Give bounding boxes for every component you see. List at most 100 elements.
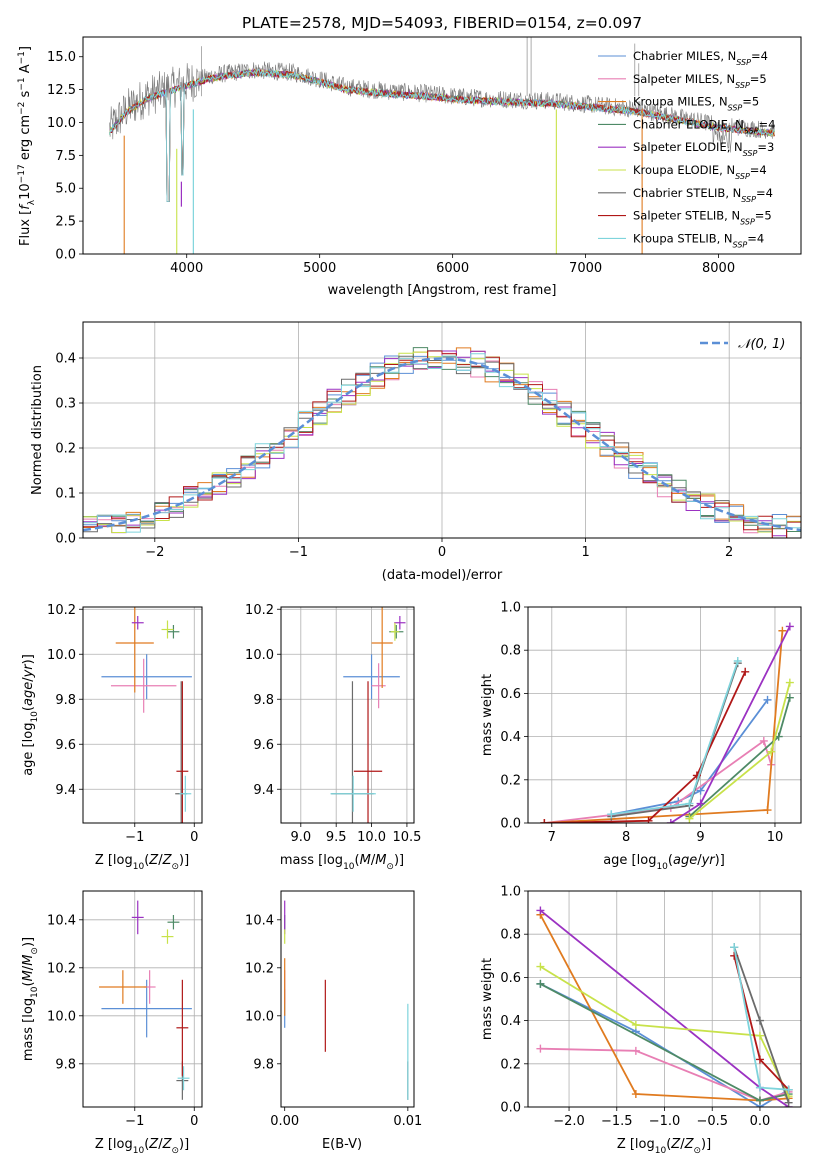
mass-weight-line <box>540 1047 789 1102</box>
y-tick-label: 0.3 <box>55 397 76 412</box>
x-tick-label: 10.0 <box>357 830 386 845</box>
mass-weight-line <box>611 660 739 816</box>
y-axis-label: mass weight <box>480 674 495 756</box>
axes-weight-vs-Z: −2.0 −1.5 −1.0 −0.5 0.0 0.0 0.2 0.4 0.6 0.8 1.0 mas… <box>480 885 802 1156</box>
y-tick-label: 9.6 <box>253 738 274 753</box>
x-tick-label: −1.5 <box>601 1114 633 1129</box>
x-tick-label: 0 <box>438 545 446 560</box>
x-axis-label: Z [log10(Z/Z⊙)] <box>95 1137 189 1156</box>
x-tick-label: −1 <box>125 1114 144 1129</box>
mass-weight-marker <box>767 747 776 756</box>
mass-weight-marker <box>644 816 653 823</box>
x-tick-label: 2 <box>725 545 733 560</box>
axes-frame <box>527 606 802 824</box>
y-tick-label: 0.1 <box>55 487 76 502</box>
y-tick-label: 10.4 <box>245 913 274 928</box>
mass-weight-marker <box>759 736 768 745</box>
y-tick-label: 9.6 <box>55 738 76 753</box>
mass-weight-marker <box>536 979 545 988</box>
age-vs-Z-plot-area <box>101 607 192 823</box>
y-tick-label: 0.2 <box>500 1057 521 1072</box>
y-tick-label: 10.0 <box>245 1009 274 1024</box>
y-tick-label: 0.0 <box>500 1101 521 1116</box>
axes-weight-vs-age: 7 8 9 10 0.0 0.2 0.4 0.6 0.8 1.0 mass weight age [l… <box>480 601 802 872</box>
x-tick-label: −1.0 <box>649 1114 681 1129</box>
mass-weight-marker <box>536 906 545 915</box>
y-tick-label: 10.2 <box>47 603 76 618</box>
x-tick-label: 9.0 <box>290 830 311 845</box>
y-tick-label: 9.8 <box>253 693 274 708</box>
y-tick-label: 9.4 <box>55 783 76 798</box>
mass-weight-marker <box>730 951 739 960</box>
legend: Chabrier MILES, NSSP=4 Salpeter MILES, NS… <box>598 49 775 249</box>
x-tick-label: −0.5 <box>696 1114 728 1129</box>
mass-weight-line <box>539 965 790 1097</box>
mass-weight-line <box>611 699 769 816</box>
mass-weight-marker <box>755 1055 764 1064</box>
y-tick-label: 10.2 <box>245 961 274 976</box>
residual-plot-area <box>83 347 801 538</box>
x-tick-label: 10 <box>767 830 784 845</box>
y-axis-label: mass weight <box>480 958 495 1040</box>
x-tick-label: 6000 <box>436 261 469 276</box>
mass-weight-marker <box>741 667 750 676</box>
y-tick-label: 0.0 <box>500 817 521 832</box>
x-axis-label: E(B-V) <box>322 1137 362 1152</box>
y-tick-label: 5.0 <box>55 182 76 197</box>
x-tick-label: 9.5 <box>326 830 347 845</box>
y-tick-label: 9.8 <box>55 693 76 708</box>
x-tick-label: 0.00 <box>270 1114 299 1129</box>
y-axis-label: Normed distribution <box>30 365 45 495</box>
y-tick-label: 0.6 <box>500 687 521 702</box>
mass-weight-marker <box>685 799 694 808</box>
y-tick-label: 7.5 <box>55 149 76 164</box>
model-spectrum-line <box>109 68 775 202</box>
y-tick-label: 0.4 <box>55 352 76 367</box>
y-tick-label: 10.2 <box>47 961 76 976</box>
y-tick-label: 9.8 <box>55 1057 76 1072</box>
axes-residuals: −2 −1 0 1 2 0.0 0.1 0.2 0.3 0.4 (data-model)/error… <box>30 321 802 583</box>
x-tick-label: 8 <box>622 830 630 845</box>
mass-weight-marker <box>631 1046 640 1055</box>
x-tick-label: 0.0 <box>750 1114 771 1129</box>
x-tick-label: 0 <box>190 830 198 845</box>
y-tick-label: 1.0 <box>500 885 521 900</box>
legend-entry: Salpeter ELODIE, NSSP=3 <box>633 140 774 158</box>
y-axis-label: age [log10(age/yr)] <box>21 654 40 776</box>
x-axis-label: Z [log10(Z/Z⊙)] <box>617 1137 711 1156</box>
chart-title: PLATE=2578, MJD=54093, FIBERID=0154, z=0… <box>242 14 642 32</box>
legend-entry: Chabrier MILES, NSSP=4 <box>633 49 768 67</box>
x-tick-label: −2.0 <box>553 1114 585 1129</box>
mass-weight-marker <box>763 695 772 704</box>
mass-weight-line <box>544 671 747 823</box>
y-tick-label: 1.0 <box>500 601 521 616</box>
mass-weight-marker <box>696 786 705 795</box>
x-tick-label: 0.01 <box>393 1114 422 1129</box>
x-tick-label: 8000 <box>702 261 735 276</box>
y-tick-label: 0.2 <box>55 442 76 457</box>
axes-frame <box>82 36 802 255</box>
axes-spectrum: 4000 5000 6000 7000 8000 0.0 2.5 5.0 7.5 10.0 12.5… <box>17 14 802 298</box>
y-tick-label: 9.4 <box>253 783 274 798</box>
axes-frame <box>280 606 415 824</box>
mass-weight-marker <box>755 1083 764 1092</box>
model-spectrum-line <box>109 68 775 202</box>
mass-weight-marker <box>696 799 705 808</box>
x-axis-label: wavelength [Angstrom, rest frame] <box>328 283 557 298</box>
legend-entry: Kroupa STELIB, NSSP=4 <box>633 231 764 249</box>
x-tick-label: −1 <box>125 830 144 845</box>
y-tick-label: 0.8 <box>500 928 521 943</box>
x-tick-label: −2 <box>145 545 164 560</box>
legend-entry: Salpeter MILES, NSSP=5 <box>633 72 767 90</box>
mass-weight-line <box>670 625 791 823</box>
axes-frame <box>82 890 203 1108</box>
axes-mass-vs-EBV: 0.00 0.01 9.8 10.0 10.2 10.4 E(B-V) <box>245 890 422 1152</box>
y-tick-label: 0.0 <box>55 532 76 547</box>
x-tick-label: −1 <box>289 545 308 560</box>
mass-weight-marker <box>536 1044 545 1053</box>
y-tick-label: 10.0 <box>47 1009 76 1024</box>
mass-vs-Z-plot-area <box>99 900 192 1100</box>
mass-weight-marker <box>730 943 739 952</box>
mass-weight-marker <box>631 1020 640 1029</box>
